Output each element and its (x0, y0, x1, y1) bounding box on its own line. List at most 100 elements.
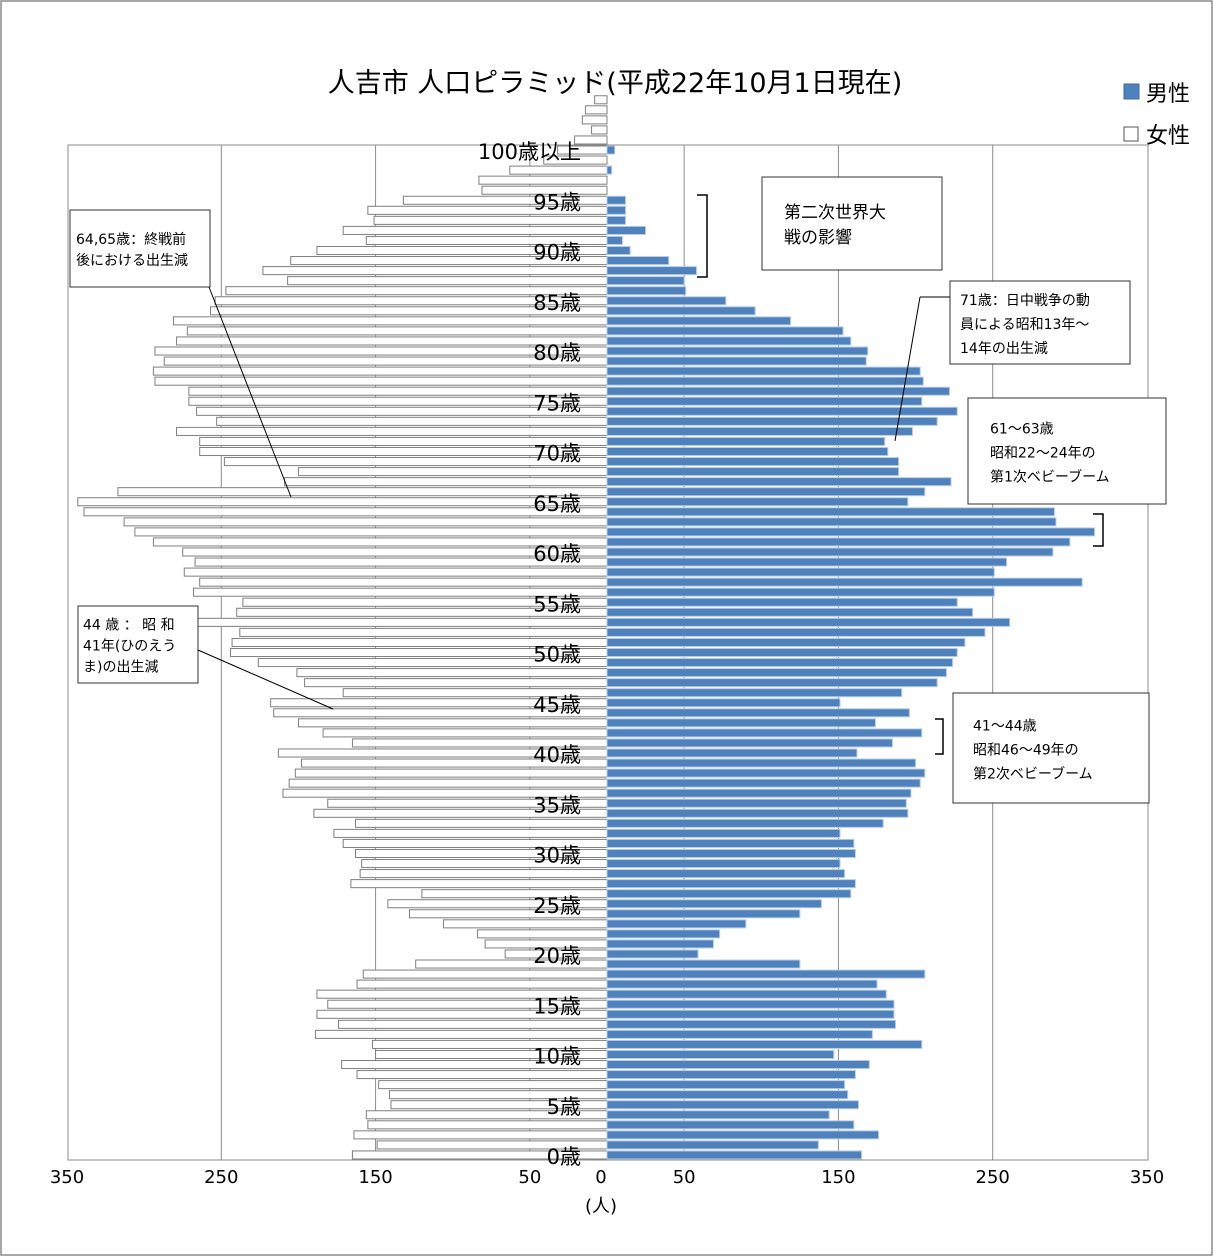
legend-swatch-female (1123, 126, 1139, 142)
bar-female (199, 577, 608, 587)
bar-male (606, 899, 822, 909)
bar-male (606, 457, 900, 467)
annotation-leader (197, 649, 334, 710)
bar-male (606, 145, 616, 155)
age-label: 5歳 (547, 1095, 581, 1119)
bar-female (594, 95, 608, 105)
bar-female (294, 768, 608, 778)
bar-male (606, 195, 627, 205)
bar-male (606, 688, 903, 698)
bar-male (606, 668, 947, 678)
bar-female (297, 467, 608, 477)
age-label: 20歳 (533, 944, 581, 968)
age-label: 10歳 (533, 1045, 581, 1069)
bar-female (304, 678, 608, 688)
bar-male (606, 205, 627, 215)
bar-female (373, 215, 608, 225)
bar-female (284, 477, 608, 487)
bar-male (606, 446, 889, 457)
bar-male (606, 758, 917, 768)
bar-male (606, 949, 699, 959)
bar-male (606, 627, 986, 637)
bar-female (481, 185, 608, 195)
bar-male (606, 266, 697, 276)
x-tick-label: 350 (50, 1167, 84, 1188)
bar-male (606, 828, 841, 838)
bar-male (606, 215, 627, 225)
bar-male (606, 245, 631, 256)
bar-male (606, 356, 867, 366)
annotation-64-65-box (69, 209, 211, 288)
bar-female (350, 879, 608, 889)
bar-female (83, 507, 608, 517)
bar-female (123, 517, 608, 527)
age-label: 55歳 (533, 592, 581, 616)
annotation-ww2: 第二次世界大戦の影響 (784, 203, 886, 248)
bar-male (606, 607, 974, 617)
age-label: 60歳 (533, 542, 581, 566)
annotation-44-box (77, 605, 199, 684)
annotation-41-44: 41～44歳昭和46～49年の第2次ベビーブーム (973, 719, 1093, 783)
bar-male (606, 778, 921, 788)
bar-male (606, 848, 856, 859)
bar-female (183, 567, 608, 577)
annotation-41-44-box (952, 692, 1150, 804)
bar-male (606, 1060, 870, 1070)
x-tick-label: 150 (821, 1167, 855, 1188)
bar-male (606, 316, 792, 326)
bar-female (338, 1019, 608, 1029)
bar-male (606, 547, 1054, 557)
legend-label-male: 男性 (1146, 82, 1190, 107)
age-label: 85歳 (533, 291, 581, 315)
bar-female (356, 979, 608, 989)
age-label: 35歳 (533, 793, 581, 817)
bar-male (606, 718, 876, 728)
bar-male (606, 1009, 895, 1019)
annotation-ww2-box (761, 176, 943, 271)
bar-female (543, 155, 608, 165)
bar-female (288, 778, 608, 788)
bar-female (359, 869, 608, 879)
age-label: 25歳 (533, 894, 581, 918)
annotation-71-box (949, 280, 1131, 365)
bar-female (581, 115, 608, 125)
bar-female (353, 1130, 608, 1140)
annotation-61-63-box (967, 397, 1167, 505)
annotation-leader (894, 296, 921, 442)
bar-male (606, 577, 1083, 587)
bar-male (606, 416, 938, 426)
bar-male (606, 678, 938, 688)
age-labels: 0歳 5歳 10歳 15歳 20歳 25歳 30歳 35歳 40歳 45歳 50歳 55歳 60歳 65歳… (478, 140, 581, 1169)
legend: 男性 女性 (1123, 82, 1190, 149)
bar-male (606, 879, 856, 889)
x-tick-label: 150 (358, 1167, 392, 1188)
bar-male (606, 1039, 923, 1049)
bar-male (606, 1070, 856, 1080)
bar-male (606, 768, 926, 778)
annotation-bracket (697, 194, 708, 278)
annotation-bracket (935, 718, 944, 755)
bar-male (606, 1130, 880, 1140)
bar-male (606, 637, 966, 647)
age-label: 80歳 (533, 341, 581, 365)
bar-female (176, 426, 608, 436)
bar-male (606, 507, 1055, 517)
bar-female (186, 326, 608, 336)
bar-male (606, 587, 995, 597)
bar-male (606, 1080, 846, 1090)
bar-male (606, 838, 855, 848)
bar-male (606, 256, 670, 266)
bar-male (606, 788, 912, 798)
bar-male (606, 658, 954, 668)
bar-male (606, 1019, 897, 1029)
bar-male (606, 859, 841, 869)
bar-male (606, 1049, 835, 1060)
bar-female (216, 416, 608, 426)
bar-male (606, 1090, 849, 1100)
bar-female (591, 125, 608, 135)
bar-male (606, 939, 714, 949)
bar-female (342, 225, 608, 235)
bar-male (606, 396, 923, 406)
annotation-71: 71歳：日中戦争の動員による昭和13年～ 14年の出生減 (960, 293, 1090, 357)
bar-female (262, 266, 608, 276)
